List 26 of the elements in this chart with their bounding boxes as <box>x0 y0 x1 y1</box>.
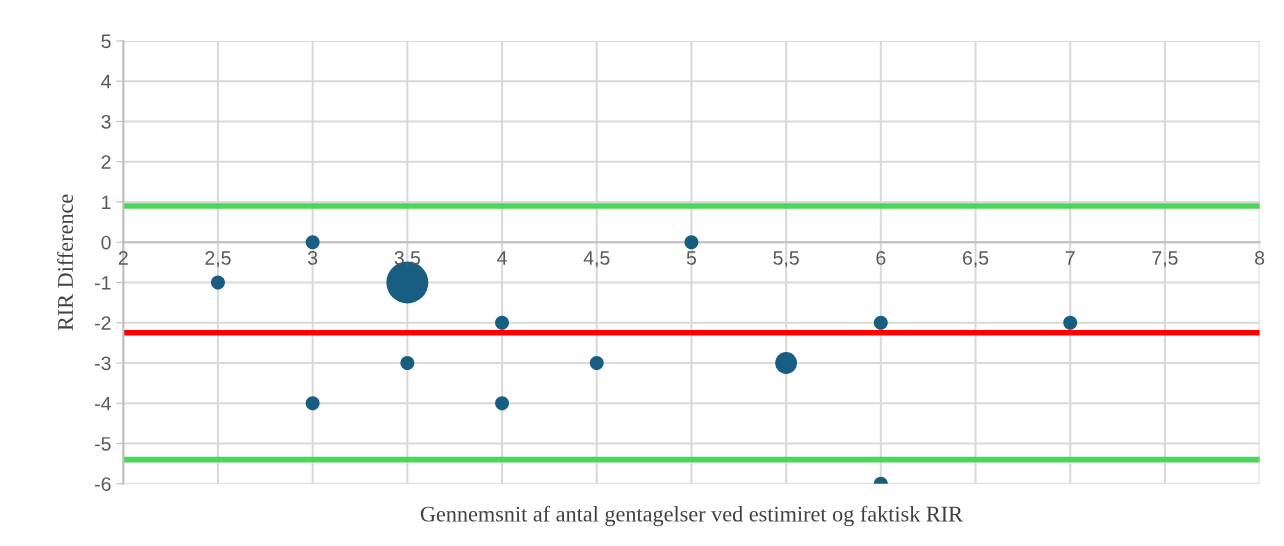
y-tick-label: -5 <box>95 437 111 451</box>
y-tick-label: 3 <box>101 114 111 129</box>
x-tick-label: 4 <box>497 251 507 265</box>
y-tick-label: -2 <box>95 316 111 330</box>
y-tick-label: 0 <box>101 235 111 250</box>
y-tick-label: -4 <box>95 396 111 411</box>
y-tick-label: -6 <box>95 477 111 491</box>
x-tick-label: 8 <box>1255 251 1265 265</box>
x-tick-label: 7,5 <box>1152 251 1178 268</box>
x-tick-label: 6,5 <box>962 251 989 268</box>
y-tick-label: 4 <box>101 74 111 89</box>
y-tick-label: 2 <box>101 155 111 169</box>
x-tick-label: 4,5 <box>583 251 610 268</box>
x-tick-label: 2,5 <box>205 251 231 268</box>
x-tick-label: 6 <box>876 251 886 265</box>
x-tick-label: 3 <box>307 251 318 265</box>
x-tick-label: 5 <box>686 251 697 265</box>
y-axis-title: RIR Difference <box>57 194 73 331</box>
y-tick-label: -1 <box>95 276 111 290</box>
x-axis-title: Gennemsnit af antal gentagelser ved estimiret og faktisk RIR <box>420 505 963 527</box>
y-tick-label: -3 <box>95 356 111 371</box>
x-tick-label: 2 <box>118 251 128 265</box>
y-tick-label: 5 <box>101 34 111 49</box>
x-tick-label: 7 <box>1065 251 1075 265</box>
x-tick-label: 5,5 <box>773 251 799 268</box>
y-tick-label: 1 <box>102 195 111 210</box>
